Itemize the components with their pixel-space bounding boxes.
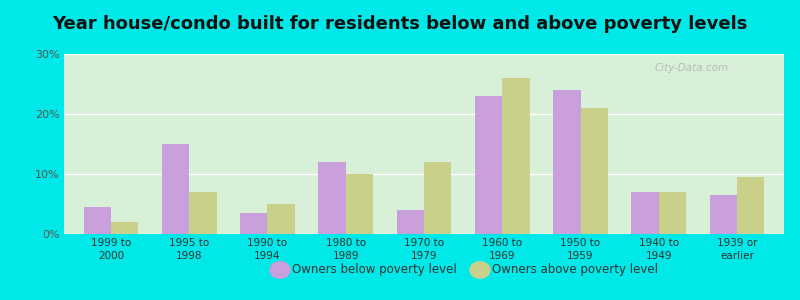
Bar (710, 195, 737, 234)
Bar (346, 174, 373, 234)
Bar (111, 222, 138, 234)
Bar (240, 213, 267, 234)
Bar (658, 192, 686, 234)
Bar (737, 177, 765, 234)
Bar (581, 108, 608, 234)
Bar (424, 162, 451, 234)
Bar (553, 90, 581, 234)
Text: City-Data.com: City-Data.com (654, 63, 729, 73)
Bar (83, 207, 111, 234)
Bar (475, 96, 502, 234)
Bar (267, 204, 295, 234)
Bar (190, 192, 217, 234)
Bar (162, 144, 190, 234)
Bar (631, 192, 658, 234)
Bar (318, 162, 346, 234)
Text: Owners below poverty level: Owners below poverty level (292, 263, 457, 277)
Text: Owners above poverty level: Owners above poverty level (492, 263, 658, 277)
Bar (397, 210, 424, 234)
Text: Year house/condo built for residents below and above poverty levels: Year house/condo built for residents bel… (52, 15, 748, 33)
Bar (502, 78, 530, 234)
